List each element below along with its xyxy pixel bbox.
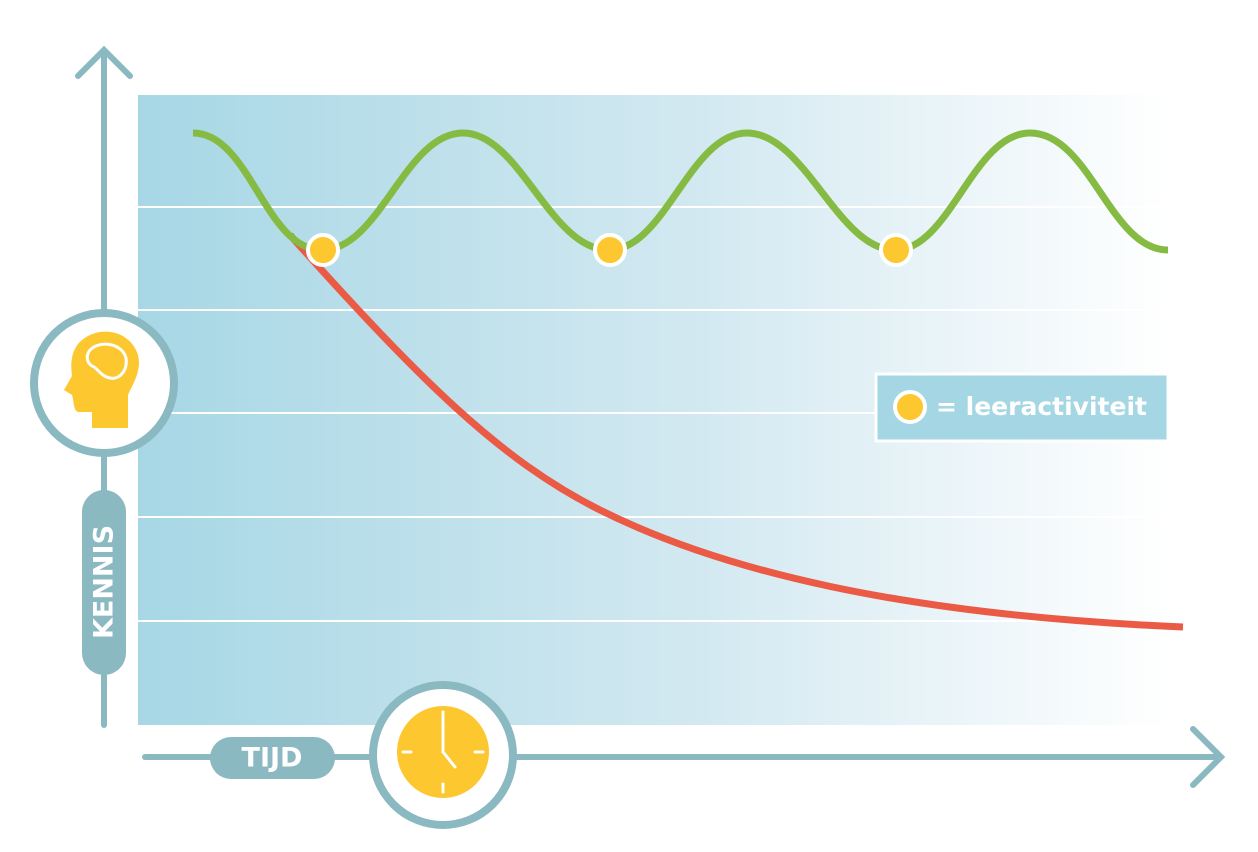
clock-icon [369,681,517,829]
y-label-pill: KENNIS [82,490,126,675]
forgetting-curve [287,232,1184,631]
y-axis-label: KENNIS [89,525,120,639]
activity-dots [306,233,913,267]
head-icon [30,309,178,457]
x-label-pill: TIJD [210,737,335,779]
legend-label: = leeractiviteit [936,392,1147,421]
x-axis-label: TIJD [242,743,303,774]
learning-curve [192,129,1169,254]
legend: = leeractiviteit [874,372,1170,443]
